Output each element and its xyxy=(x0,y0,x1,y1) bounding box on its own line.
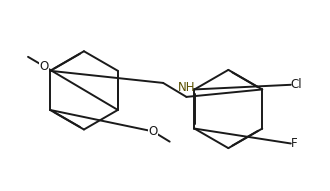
Text: Cl: Cl xyxy=(291,78,302,91)
Text: NH: NH xyxy=(178,81,195,94)
Text: F: F xyxy=(291,137,297,150)
Text: O: O xyxy=(39,60,49,73)
Text: O: O xyxy=(148,125,157,138)
